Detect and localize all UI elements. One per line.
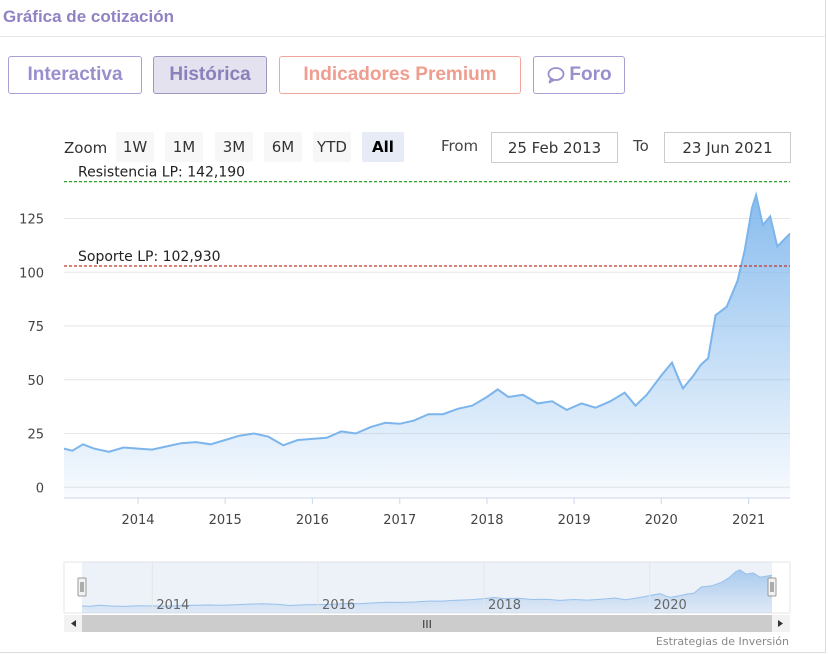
navigator-area [82, 569, 772, 613]
scroll-right-arrow-icon[interactable] [778, 620, 783, 627]
widget-title: Gráfica de cotización [3, 7, 174, 26]
tab-label: Interactiva [27, 64, 123, 85]
zoom-button-6m[interactable]: 6M [264, 132, 302, 162]
navigator-year-label: 2018 [488, 598, 521, 613]
tab-label: Indicadores Premium [303, 64, 497, 85]
x-tick-label: 2021 [732, 513, 765, 528]
x-tick-label: 2020 [645, 513, 678, 528]
zoom-button-1m[interactable]: 1M [165, 132, 203, 162]
from-label: From [441, 137, 479, 155]
to-date-input[interactable]: 23 Jun 2021 [664, 132, 791, 163]
support-label: Soporte LP: 102,930 [78, 249, 221, 265]
navigator-line [81, 569, 773, 607]
zoom-label: Zoom [64, 139, 108, 157]
zoom-button-3m[interactable]: 3M [215, 132, 253, 162]
price-line [63, 191, 791, 453]
y-tick-label: 25 [27, 428, 44, 443]
zoom-button-1w[interactable]: 1W [116, 132, 154, 162]
tab-label: Histórica [169, 64, 251, 85]
navigator-selection-mask [82, 562, 772, 613]
navigator-year-label: 2014 [156, 598, 189, 613]
x-tick-label: 2019 [558, 513, 591, 528]
y-tick-label: 125 [19, 213, 44, 228]
navigator-left-handle[interactable] [77, 577, 87, 597]
zoom-button-ytd[interactable]: YTD [313, 132, 351, 162]
scroll-left-arrow-icon[interactable] [71, 620, 76, 627]
scrollbar-thumb[interactable] [82, 615, 772, 632]
y-tick-label: 50 [27, 374, 44, 389]
tab-historica[interactable]: Histórica [153, 56, 267, 94]
x-tick-label: 2017 [383, 513, 416, 528]
handle-body [77, 577, 87, 597]
y-tick-label: 100 [19, 266, 44, 281]
title-divider [0, 36, 825, 37]
credits[interactable]: Estrategias de Inversión [655, 635, 789, 648]
zoom-button-all[interactable]: All [362, 132, 404, 162]
to-label: To [633, 137, 649, 155]
price-area [64, 194, 790, 498]
y-tick-label: 75 [27, 320, 44, 335]
from-date-input[interactable]: 25 Feb 2013 [491, 132, 618, 163]
x-tick-label: 2016 [296, 513, 329, 528]
tab-label: Foro [569, 64, 612, 85]
navigator-right-handle[interactable] [767, 577, 777, 597]
chat-bubble-icon [547, 67, 565, 84]
scrollbar-grip: III [422, 618, 432, 631]
navigator-year-label: 2020 [654, 598, 687, 613]
y-tick-label: 0 [36, 481, 44, 496]
handle-body [767, 577, 777, 597]
x-tick-label: 2018 [470, 513, 503, 528]
x-tick-label: 2014 [121, 513, 154, 528]
tab-interactiva[interactable]: Interactiva [8, 56, 142, 94]
tab-indicadores-premium[interactable]: Indicadores Premium [279, 56, 521, 94]
resistance-label: Resistencia LP: 142,190 [78, 165, 245, 181]
x-tick-label: 2015 [209, 513, 242, 528]
tab-foro[interactable]: Foro [533, 56, 625, 94]
navigator-year-label: 2016 [322, 598, 355, 613]
